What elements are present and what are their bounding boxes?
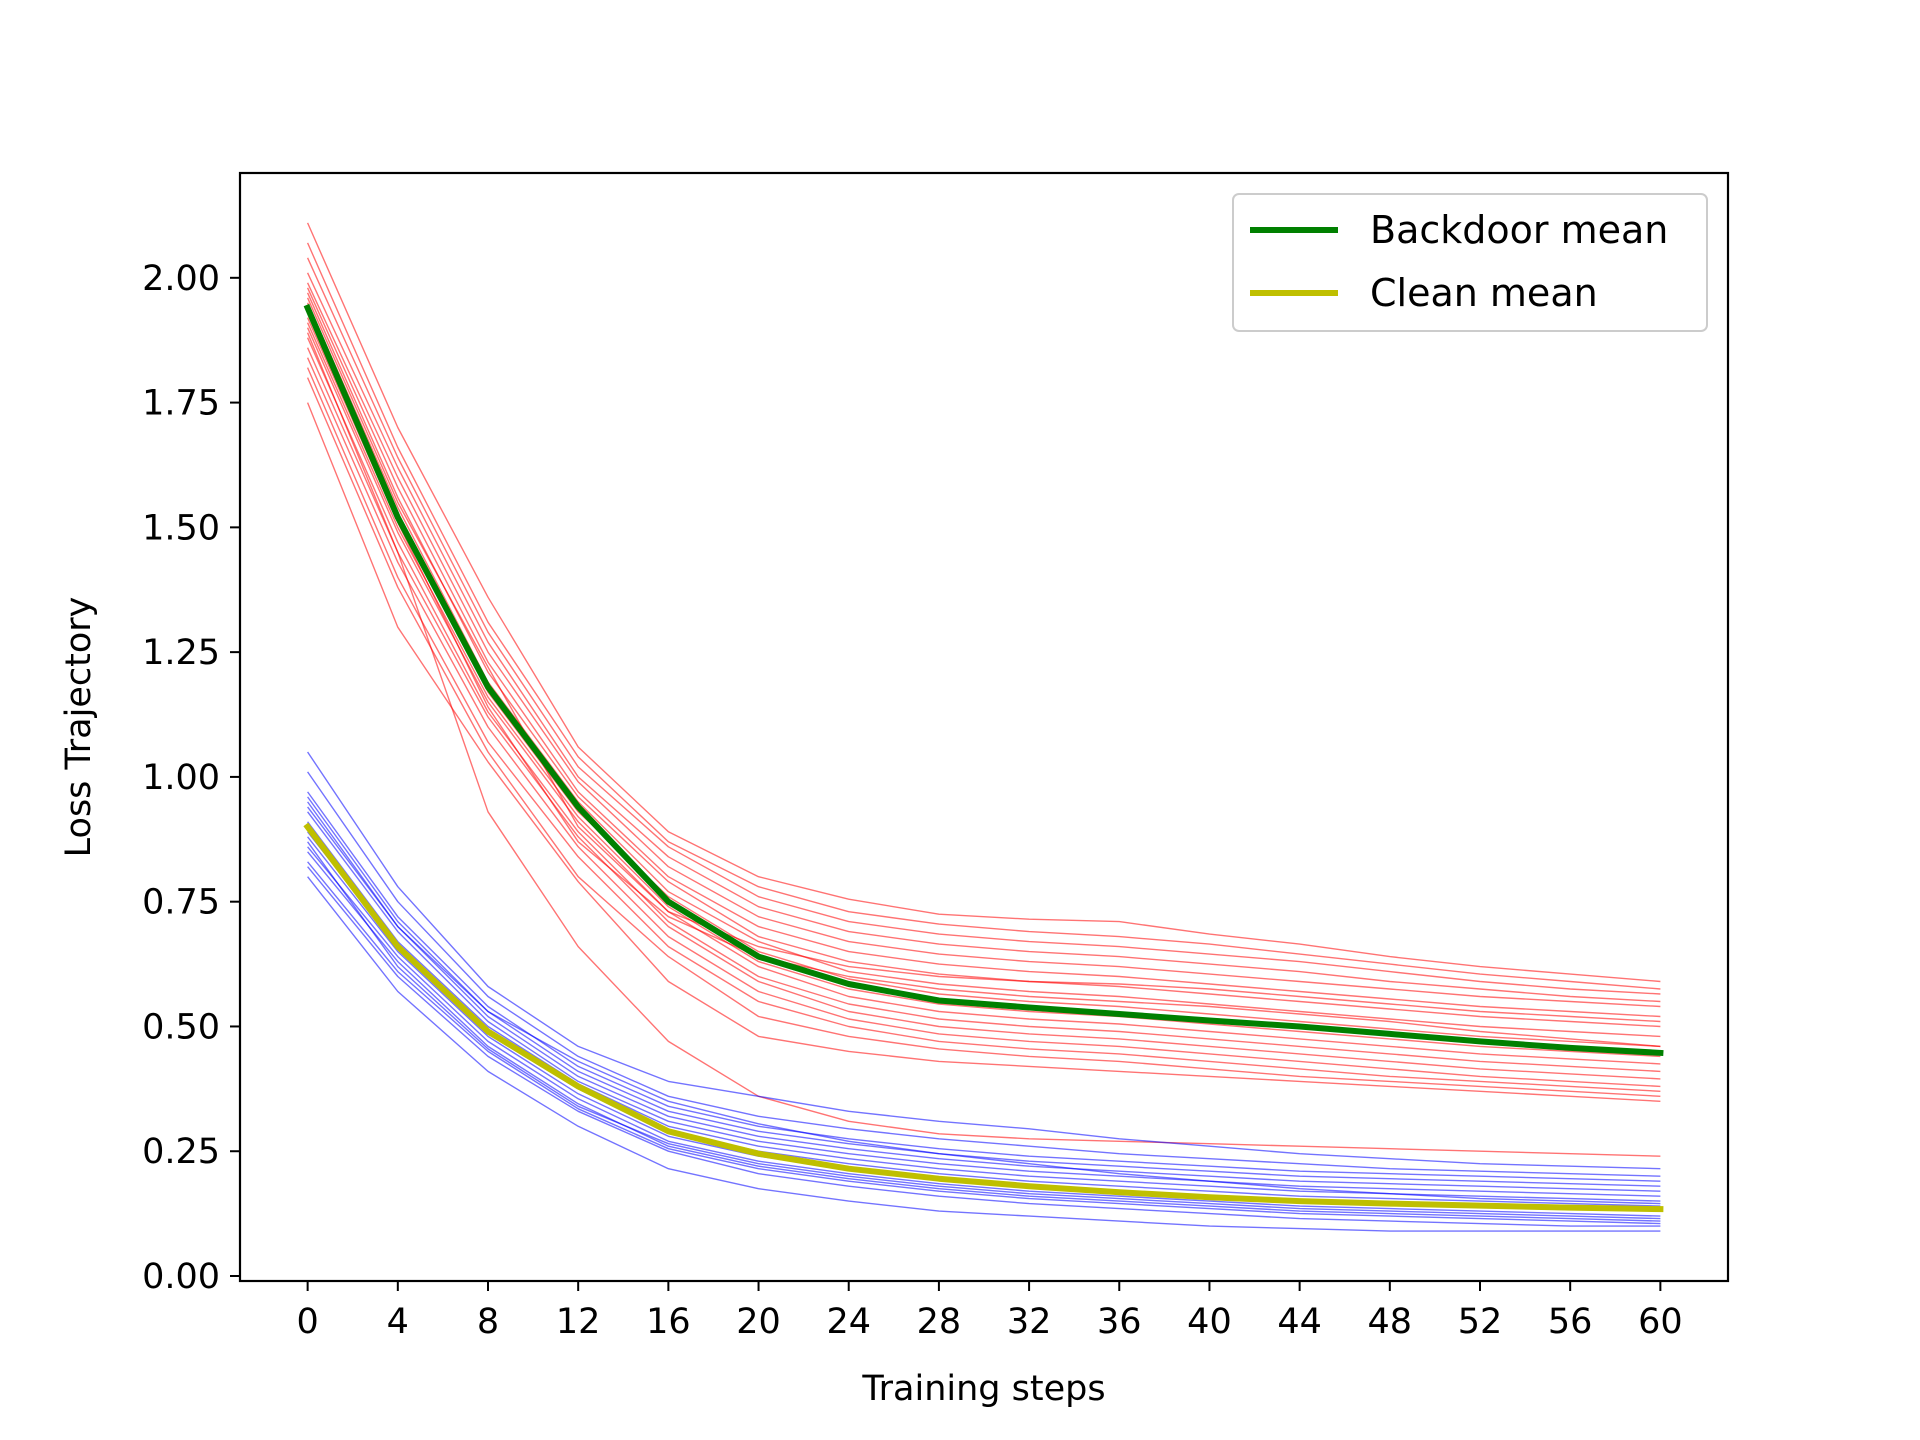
legend-box xyxy=(1232,193,1708,332)
backdoor-run-line-6 xyxy=(306,292,1661,1028)
backdoor-run-line-19 xyxy=(306,317,1661,1048)
backdoor-run-line-16 xyxy=(306,402,1661,1102)
backdoor-run-line-10 xyxy=(306,327,1661,1065)
clean-mean-line xyxy=(303,822,1664,1213)
x-tick-label: 36 xyxy=(1097,1302,1142,1342)
clean-run-line-1 xyxy=(307,771,1661,1177)
backdoor-run-line-2 xyxy=(306,257,1661,995)
x-tick-label: 28 xyxy=(917,1302,962,1342)
backdoor-run-line-1 xyxy=(306,242,1661,990)
clean-run-line-13 xyxy=(307,876,1661,1232)
clean-run-line-11 xyxy=(307,861,1661,1225)
x-tick-label: 24 xyxy=(826,1302,871,1342)
y-tick-label: 0.00 xyxy=(142,1257,220,1297)
backdoor-run-line-7 xyxy=(306,302,1661,1038)
x-tick-label: 32 xyxy=(1007,1302,1052,1342)
y-tick-label: 1.50 xyxy=(142,508,220,548)
backdoor-run-line-11 xyxy=(306,337,1661,1073)
x-tick-label: 12 xyxy=(556,1302,601,1342)
y-tick-label: 1.75 xyxy=(142,384,220,424)
x-tick-label: 52 xyxy=(1458,1302,1503,1342)
x-tick-label: 40 xyxy=(1187,1302,1232,1342)
clean-run-line-5 xyxy=(307,811,1661,1197)
x-tick-label: 4 xyxy=(387,1302,409,1342)
backdoor-run-line-17 xyxy=(306,332,1661,1157)
x-tick-label: 44 xyxy=(1277,1302,1322,1342)
x-tick-label: 56 xyxy=(1548,1302,1593,1342)
backdoor-run-line-0 xyxy=(306,222,1661,983)
x-tick-label: 16 xyxy=(646,1302,691,1342)
clean-run-line-6 xyxy=(307,821,1661,1202)
backdoor-run-line-14 xyxy=(306,367,1661,1092)
plot-frame xyxy=(238,171,1730,1283)
x-tick-label: 20 xyxy=(736,1302,781,1342)
clean-run-line-9 xyxy=(307,846,1661,1217)
clean-run-line-12 xyxy=(307,866,1661,1227)
backdoor-run-line-3 xyxy=(306,272,1661,1003)
backdoor-mean-line xyxy=(303,303,1664,1057)
clean-run-line-15 xyxy=(307,841,1661,1220)
y-tick-label: 0.50 xyxy=(142,1007,220,1047)
clean-run-line-14 xyxy=(307,806,1661,1205)
clean-run-line-10 xyxy=(307,851,1661,1222)
y-tick-label: 0.75 xyxy=(142,883,220,923)
mean-lines xyxy=(303,303,1664,1213)
legend-label-clean: Clean mean xyxy=(1370,271,1598,315)
clean-run-line-4 xyxy=(307,801,1661,1192)
y-tick-label: 2.00 xyxy=(142,259,220,299)
x-axis: 0 4 8 12 16 20 24 28 32 36 40 44 48 52 56 60 xyxy=(296,1281,1683,1342)
clean-run-line-0 xyxy=(307,751,1661,1170)
x-tick-label: 8 xyxy=(477,1302,499,1342)
x-tick-label: 0 xyxy=(296,1302,318,1342)
backdoor-run-line-15 xyxy=(306,377,1661,1097)
y-tick-label: 0.25 xyxy=(142,1132,220,1172)
y-tick-label: 1.25 xyxy=(142,633,220,673)
backdoor-run-line-4 xyxy=(306,282,1661,1008)
backdoor-run-line-5 xyxy=(306,287,1661,1018)
backdoor-run-line-9 xyxy=(306,322,1661,1058)
backdoor-run-line-13 xyxy=(306,357,1661,1088)
x-axis-title: Training steps xyxy=(861,1369,1105,1409)
y-axis: 0.00 0.25 0.50 0.75 1.00 1.25 1.50 1.75 2.00 xyxy=(142,259,240,1297)
clean-run-line-3 xyxy=(307,796,1661,1187)
legend-label-backdoor: Backdoor mean xyxy=(1370,208,1668,252)
legend: Backdoor mean Clean mean xyxy=(1232,193,1708,332)
x-tick-label: 48 xyxy=(1368,1302,1413,1342)
y-axis-title: Loss Trajectory xyxy=(59,597,99,858)
y-tick-label: 1.00 xyxy=(142,758,220,798)
x-tick-label: 60 xyxy=(1638,1302,1683,1342)
backdoor-run-line-12 xyxy=(306,347,1661,1080)
